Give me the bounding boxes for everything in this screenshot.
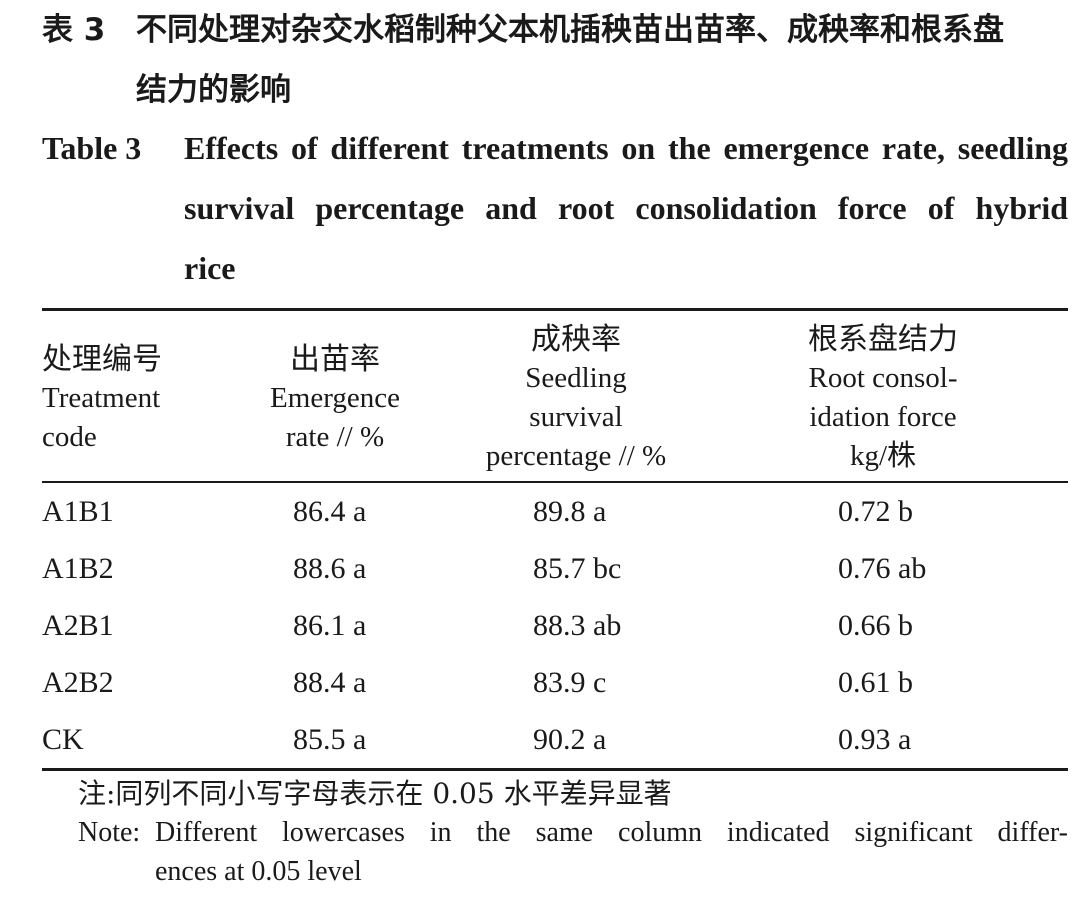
table-bottom-rule — [42, 768, 1068, 771]
header-root-force-cn: 根系盘结力 — [808, 322, 958, 357]
header-root-force: 根系盘结力 Root consol- idation force kg/株 — [772, 320, 994, 476]
header-emergence-rate-cn: 出苗率 — [290, 342, 380, 377]
caption-en-line1: Effects of different treatments on the e… — [184, 130, 1068, 166]
cell-code: A2B1 — [42, 609, 114, 642]
header-treatment-code-cn: 处理编号 — [42, 342, 162, 377]
cell-emergence: 88.4 a — [293, 666, 367, 699]
caption-cn-line2: 结力的影响 — [136, 72, 291, 108]
header-treatment-code: 处理编号 Treatment code — [42, 340, 162, 457]
caption-en-line3: rice — [184, 250, 236, 286]
cell-survival: 90.2 a — [533, 723, 607, 756]
header-treatment-code-en-2: code — [42, 421, 97, 453]
header-survival-percentage-en-3: percentage // % — [485, 440, 667, 472]
header-root-force-en-2: idation force — [809, 401, 957, 433]
header-survival-percentage-cn: 成秧率 — [531, 322, 621, 357]
header-root-force-en-3: kg/株 — [849, 440, 917, 472]
header-root-force-en-1: Root consol- — [808, 362, 958, 394]
header-emergence-rate: 出苗率 Emergence rate // % — [235, 340, 435, 457]
cell-survival: 83.9 c — [533, 666, 607, 699]
cell-survival: 89.8 a — [533, 495, 607, 528]
cell-code: A2B2 — [42, 666, 114, 699]
header-survival-percentage-en-1: Seedling — [525, 362, 627, 394]
header-survival-percentage: 成秧率 Seedling survival percentage // % — [448, 320, 704, 476]
cell-force: 0.72 b — [838, 495, 913, 528]
caption-cn-line1: 不同处理对杂交水稻制种父本机插秧苗出苗率、成秧率和根系盘 — [136, 12, 1004, 48]
note-en-line1: Different lowercases in the same column … — [155, 817, 1068, 848]
cell-force: 0.93 a — [838, 723, 912, 756]
cell-emergence: 86.1 a — [293, 609, 367, 642]
note-cn: 注:同列不同小写字母表示在 0.05 水平差异显著 — [78, 777, 672, 810]
header-treatment-code-en-1: Treatment — [42, 382, 161, 414]
cell-survival: 88.3 ab — [533, 609, 622, 642]
table-top-rule — [42, 308, 1068, 311]
table-header-rule — [42, 481, 1068, 483]
cell-code: CK — [42, 723, 84, 756]
cell-emergence: 85.5 a — [293, 723, 367, 756]
caption-en-line2: survival percentage and root consolidati… — [184, 190, 1068, 226]
cell-emergence: 86.4 a — [293, 495, 367, 528]
cell-code: A1B2 — [42, 552, 114, 585]
cell-force: 0.66 b — [838, 609, 913, 642]
note-en-line2: ences at 0.05 level — [155, 856, 362, 887]
header-emergence-rate-en-1: Emergence — [270, 382, 400, 414]
header-survival-percentage-en-2: survival — [529, 401, 623, 433]
cell-force: 0.76 ab — [838, 552, 927, 585]
header-emergence-rate-en-2: rate // % — [285, 421, 385, 453]
table-label-cn: 表 3 — [42, 12, 106, 48]
cell-emergence: 88.6 a — [293, 552, 367, 585]
cell-force: 0.61 b — [838, 666, 913, 699]
table-label-en: Table 3 — [42, 130, 142, 166]
cell-code: A1B1 — [42, 495, 114, 528]
cell-survival: 85.7 bc — [533, 552, 622, 585]
note-en-label: Note: — [78, 817, 141, 848]
